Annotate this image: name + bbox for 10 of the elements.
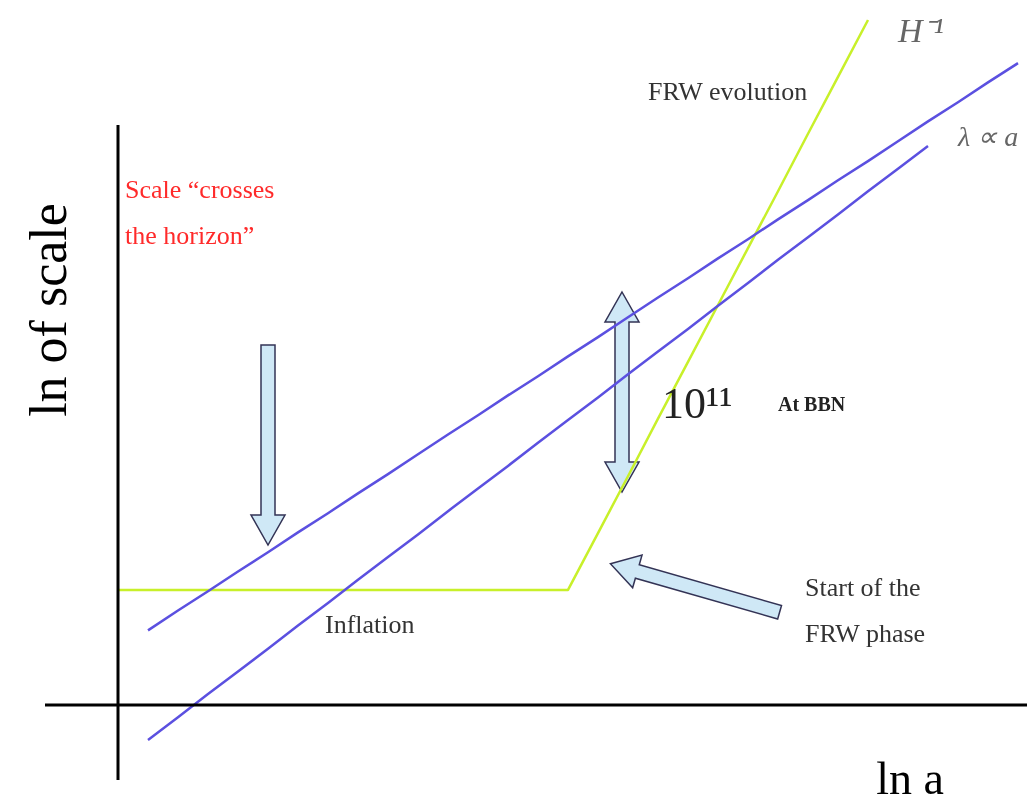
annotation: FRW evolution [648, 77, 808, 106]
annotation: At BBN [778, 393, 846, 415]
series-label: λ ∝ a [957, 121, 1019, 153]
series-label: H⁻¹ [897, 12, 944, 49]
y-axis-title: ln of scale [20, 203, 77, 417]
annotation: 10¹¹ [662, 379, 733, 428]
annotation: Inflation [325, 610, 415, 639]
x-axis-title: ln a [876, 753, 944, 804]
annotation: Start of the FRW phase [805, 573, 926, 648]
annotation: Scale “crosses the horizon” [125, 175, 275, 250]
